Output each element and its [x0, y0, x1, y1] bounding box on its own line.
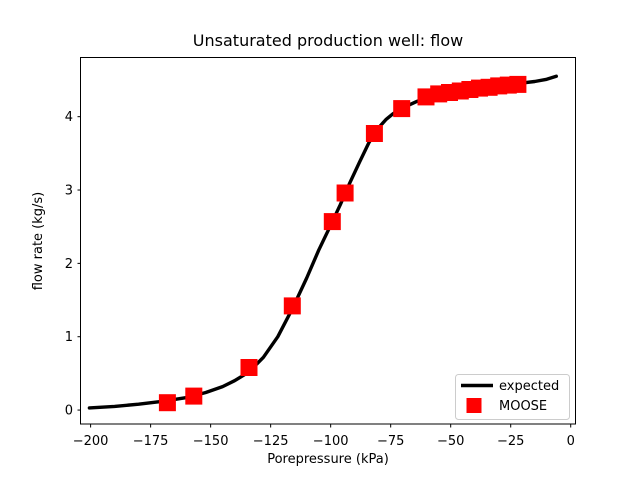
x-tick-label: −175 — [133, 434, 169, 449]
moose-data-marker — [185, 387, 203, 405]
expected-curve — [87, 74, 558, 410]
moose-data-marker — [240, 359, 258, 376]
y-axis-label: flow rate (kg/s) — [31, 192, 46, 291]
legend-moose-square-swatch — [466, 398, 482, 413]
series-layer — [87, 74, 558, 412]
x-tick-label: −100 — [313, 434, 349, 449]
x-tick-label: −125 — [253, 434, 289, 449]
y-tick-label: 1 — [65, 330, 73, 345]
y-tick-label: 3 — [65, 184, 73, 199]
moose-data-marker — [158, 394, 176, 412]
chart-title: Unsaturated production well: flow — [193, 31, 463, 50]
legend-moose-label: MOOSE — [499, 399, 547, 414]
x-tick-label: −200 — [73, 434, 109, 449]
legend: expected MOOSE — [455, 374, 570, 420]
y-tick-label: 4 — [65, 110, 73, 125]
x-tick-label: −25 — [497, 434, 524, 449]
x-tick-label: −75 — [377, 434, 404, 449]
moose-data-marker — [336, 184, 354, 202]
moose-data-marker — [393, 100, 411, 118]
x-tick-label: −50 — [437, 434, 464, 449]
y-tick-label: 2 — [65, 257, 73, 272]
moose-data-marker — [509, 75, 527, 93]
moose-data-marker — [365, 125, 383, 142]
moose-data-marker — [323, 213, 341, 231]
x-axis-label: Porepressure (kPa) — [267, 452, 389, 467]
moose-data-marker — [283, 297, 301, 315]
x-tick-label: −150 — [193, 434, 229, 449]
x-tick-label: 0 — [567, 434, 575, 449]
legend-expected-label: expected — [499, 379, 559, 394]
y-tick-label: 0 — [65, 404, 73, 419]
plot-frame — [80, 57, 576, 425]
